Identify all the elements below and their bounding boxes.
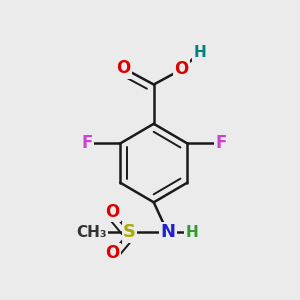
Text: O: O (174, 61, 189, 79)
Text: F: F (81, 134, 92, 152)
Text: N: N (160, 223, 175, 241)
Text: CH₃: CH₃ (76, 225, 107, 240)
Text: H: H (194, 45, 206, 60)
Text: H: H (185, 225, 198, 240)
Text: O: O (105, 202, 119, 220)
Text: O: O (117, 59, 131, 77)
Text: O: O (105, 244, 119, 262)
Text: F: F (215, 134, 226, 152)
Text: S: S (123, 223, 136, 241)
